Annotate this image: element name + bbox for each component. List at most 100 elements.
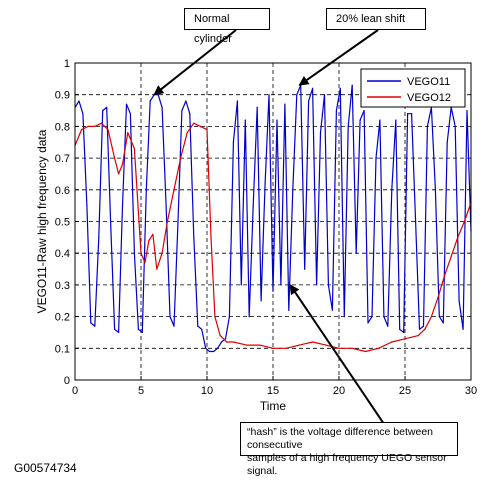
data-point-vego11 xyxy=(193,236,195,238)
data-point-vego12 xyxy=(444,274,446,276)
data-point-vego11 xyxy=(422,325,425,327)
figure-id: G00574734 xyxy=(14,461,77,475)
data-point-vego12 xyxy=(107,129,109,131)
data-point-vego11 xyxy=(327,284,329,286)
data-point-vego11 xyxy=(442,322,444,324)
data-point-vego11 xyxy=(121,205,124,207)
data-point-vego11 xyxy=(94,325,96,327)
x-tick-label: 30 xyxy=(465,385,477,397)
data-point-vego11 xyxy=(252,205,254,207)
data-point-vego11 xyxy=(129,113,131,115)
y-tick-label: 0.9 xyxy=(55,90,70,102)
data-point-vego12 xyxy=(140,252,142,254)
data-point-vego11 xyxy=(391,189,393,191)
data-point-vego11 xyxy=(260,300,262,302)
y-tick-label: 0.4 xyxy=(55,248,70,260)
data-point-vego11 xyxy=(118,331,120,333)
data-point-vego11 xyxy=(197,325,199,327)
legend: VEGO11 VEGO12 xyxy=(360,68,466,108)
data-point-vego12 xyxy=(430,316,432,318)
data-point-vego12 xyxy=(148,239,150,242)
x-tick-label: 15 xyxy=(267,385,279,397)
data-point-vego11 xyxy=(367,322,369,324)
callout-hash-line2: samples of a high frequency UEGO sensor … xyxy=(247,452,447,477)
data-point-vego12 xyxy=(193,122,195,124)
data-point-vego12 xyxy=(121,163,124,165)
data-point-vego11 xyxy=(228,316,230,318)
data-point-vego11 xyxy=(351,84,353,86)
annotation-arrows xyxy=(153,29,385,425)
data-point-vego12 xyxy=(338,347,340,349)
data-point-vego12 xyxy=(226,341,228,343)
data-point-vego11 xyxy=(446,141,448,143)
callout-lean-text: 20% lean shift xyxy=(336,13,406,25)
data-point-vego11 xyxy=(454,125,456,127)
data-point-vego11 xyxy=(232,141,234,143)
data-point-vego12 xyxy=(180,157,182,159)
data-point-vego12 xyxy=(161,252,163,254)
data-point-vego12 xyxy=(232,341,234,343)
data-point-vego12 xyxy=(391,341,393,343)
data-point-vego12 xyxy=(87,125,89,127)
data-point-vego12 xyxy=(364,350,366,353)
data-point-vego11 xyxy=(220,341,223,343)
data-point-vego11 xyxy=(284,103,286,105)
data-point-vego12 xyxy=(186,132,188,134)
data-point-vego12 xyxy=(351,347,353,349)
data-point-vego11 xyxy=(165,205,167,207)
data-point-vego12 xyxy=(173,189,175,191)
data-point-vego12 xyxy=(298,344,300,346)
data-point-vego11 xyxy=(157,94,159,96)
x-tick-label: 0 xyxy=(72,385,78,397)
data-point-vego11 xyxy=(335,110,337,112)
data-point-vego11 xyxy=(102,110,104,112)
data-point-vego11 xyxy=(145,189,147,191)
data-point-vego12 xyxy=(144,262,146,264)
data-point-vego11 xyxy=(141,331,143,333)
data-point-vego11 xyxy=(209,350,211,353)
y-tick-label: 0.5 xyxy=(55,217,70,229)
y-tick-label: 0.6 xyxy=(55,185,70,197)
legend-label-vego11: VEGO11 xyxy=(407,76,450,88)
data-point-vego11 xyxy=(177,220,179,223)
data-point-vego11 xyxy=(149,100,151,102)
grid-lines xyxy=(75,63,471,380)
x-tick-label: 5 xyxy=(138,385,144,397)
data-point-vego11 xyxy=(217,347,219,349)
callout-hash-definition: “hash” is the voltage difference between… xyxy=(240,422,458,477)
data-point-vego12 xyxy=(152,233,154,235)
y-tick-label: 0.2 xyxy=(55,312,70,324)
data-point-vego11 xyxy=(248,316,250,318)
x-axis-label: Time xyxy=(260,399,287,413)
data-point-vego11 xyxy=(395,119,397,121)
data-point-vego11 xyxy=(363,110,365,112)
data-point-vego11 xyxy=(383,316,385,318)
data-point-vego12 xyxy=(133,148,135,150)
data-point-vego12 xyxy=(325,344,327,346)
data-point-vego12 xyxy=(81,129,83,131)
data-point-vego11 xyxy=(403,331,405,333)
data-point-vego11 xyxy=(114,328,116,330)
data-point-vego12 xyxy=(463,220,465,223)
data-point-vego11 xyxy=(355,252,357,254)
data-point-vego12 xyxy=(450,255,452,257)
callout-lean-shift: 20% lean shift xyxy=(326,8,426,30)
data-point-vego11 xyxy=(296,94,298,96)
data-point-vego12 xyxy=(259,344,261,346)
series-layer xyxy=(74,84,472,353)
callout-normal-text: Normal cylinder xyxy=(194,13,232,45)
data-point-vego11 xyxy=(426,125,428,127)
data-point-vego11 xyxy=(106,106,108,108)
data-point-vego11 xyxy=(264,182,266,185)
data-point-vego11 xyxy=(438,316,440,318)
data-point-vego11 xyxy=(331,309,333,311)
data-point-vego11 xyxy=(375,157,377,159)
data-point-vego11 xyxy=(434,189,436,191)
annotation-arrow xyxy=(153,29,237,96)
data-point-vego12 xyxy=(156,268,158,270)
y-tick-label: 0.8 xyxy=(55,121,70,133)
data-point-vego11 xyxy=(78,100,80,102)
x-tick-label: 20 xyxy=(333,385,345,397)
data-point-vego12 xyxy=(378,347,380,349)
